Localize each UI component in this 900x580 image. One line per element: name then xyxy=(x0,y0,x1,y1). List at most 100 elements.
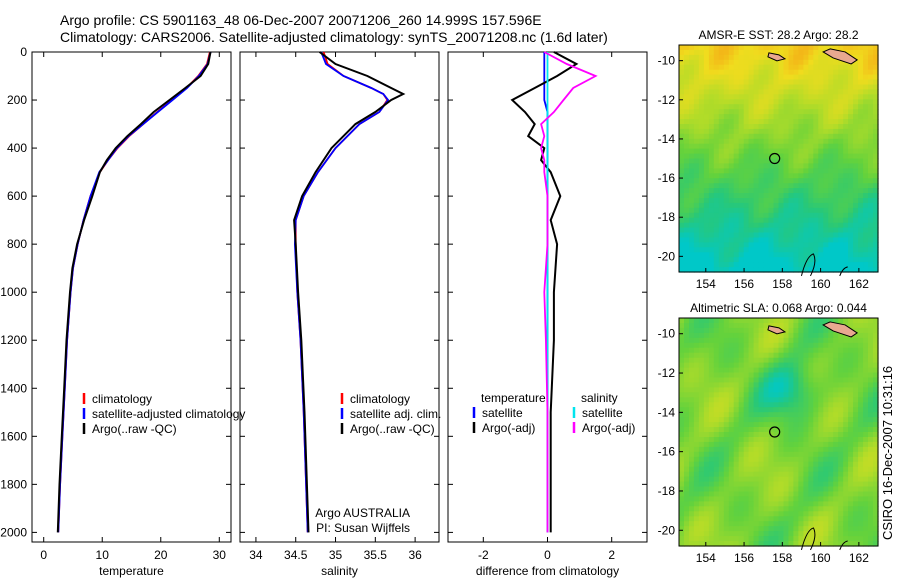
map-cell xyxy=(693,392,700,398)
map-cell xyxy=(679,183,685,189)
map-cell xyxy=(778,64,785,71)
map-cell xyxy=(793,491,799,498)
map-cell xyxy=(718,536,725,542)
map-cell xyxy=(763,242,770,248)
map-cell xyxy=(833,318,839,324)
map-cell xyxy=(838,372,844,379)
map-cell xyxy=(768,441,775,448)
map-cell xyxy=(803,193,809,199)
map-cell xyxy=(763,227,770,234)
map-cell xyxy=(848,119,854,125)
map-cell xyxy=(679,441,685,448)
map-cell xyxy=(743,541,750,547)
map-cell xyxy=(718,491,725,498)
map-cell xyxy=(833,114,839,120)
map-cell xyxy=(798,412,804,418)
map-cell xyxy=(743,212,750,219)
map-cell xyxy=(873,471,879,478)
map-cell xyxy=(679,212,685,219)
map-cell xyxy=(753,412,760,418)
map-cell xyxy=(818,342,824,349)
map-cell xyxy=(828,158,834,164)
map-cell xyxy=(728,427,735,433)
map-cell xyxy=(808,242,814,248)
map-cell xyxy=(788,377,795,384)
map-cell xyxy=(693,446,700,453)
map-cell xyxy=(708,163,715,169)
map-cell xyxy=(803,99,809,105)
map-cell xyxy=(808,347,814,354)
map-cell xyxy=(863,198,869,204)
map-cell xyxy=(838,158,844,164)
map-cell xyxy=(748,541,755,547)
map-cell xyxy=(778,332,785,339)
map-cell xyxy=(768,247,775,253)
map-cell xyxy=(679,382,685,388)
map-cell xyxy=(733,59,740,66)
map-cell xyxy=(758,387,765,393)
map-cell xyxy=(723,45,730,51)
map-cell xyxy=(828,466,834,473)
map-cell xyxy=(773,337,780,344)
map-cell xyxy=(783,541,790,547)
map-cell xyxy=(733,242,740,248)
map-cell xyxy=(793,392,799,398)
map-cell xyxy=(863,133,869,140)
map-cell xyxy=(753,168,760,174)
map-cell xyxy=(763,432,770,438)
map-cell xyxy=(763,133,770,140)
map-cell xyxy=(793,362,799,369)
map-cell xyxy=(713,128,720,135)
map-cell xyxy=(873,441,879,448)
map-cell xyxy=(783,138,790,145)
map-cell xyxy=(743,446,750,453)
map-cell xyxy=(783,222,790,229)
map-cell xyxy=(713,183,720,189)
map-cell xyxy=(838,516,844,522)
map-cell xyxy=(703,262,710,268)
map-cell xyxy=(728,357,735,364)
map-cell xyxy=(853,382,859,388)
map-cell xyxy=(858,202,864,209)
map-cell xyxy=(698,188,705,194)
map-cell xyxy=(748,188,755,194)
map-cell xyxy=(689,427,695,433)
map-cell xyxy=(679,153,685,160)
map-cell xyxy=(758,352,765,359)
map-cell xyxy=(713,257,720,263)
map-cell xyxy=(703,496,710,502)
map-cell xyxy=(693,417,700,423)
map-cell xyxy=(848,437,854,443)
map-cell xyxy=(798,372,804,379)
map-cell xyxy=(679,242,685,248)
map-cell xyxy=(743,104,750,110)
map-cell xyxy=(689,332,695,339)
map-cell xyxy=(833,441,839,448)
map-cell xyxy=(778,119,785,125)
map-cell xyxy=(684,476,690,483)
map-cell xyxy=(873,148,879,155)
map-cell xyxy=(733,441,740,448)
map-cell xyxy=(768,267,775,273)
map-cell xyxy=(689,222,695,229)
map-cell xyxy=(873,466,879,473)
map-cell xyxy=(768,446,775,453)
map-cell xyxy=(718,412,725,418)
map-cell xyxy=(733,45,740,51)
map-cell xyxy=(828,267,834,273)
map-cell xyxy=(773,133,780,140)
map-cell xyxy=(684,506,690,512)
map-cell xyxy=(828,516,834,522)
map-cell xyxy=(788,232,795,238)
map-cell xyxy=(863,412,869,418)
map-cell xyxy=(868,237,874,243)
map-cell xyxy=(768,387,775,393)
map-cell xyxy=(838,476,844,483)
map-cell xyxy=(778,188,785,194)
map-cell xyxy=(863,337,869,344)
map-cell xyxy=(828,481,834,488)
map-cell xyxy=(863,202,869,209)
legend-label: climatology xyxy=(350,392,410,406)
map-cell xyxy=(778,247,785,253)
map-cell xyxy=(813,481,819,488)
